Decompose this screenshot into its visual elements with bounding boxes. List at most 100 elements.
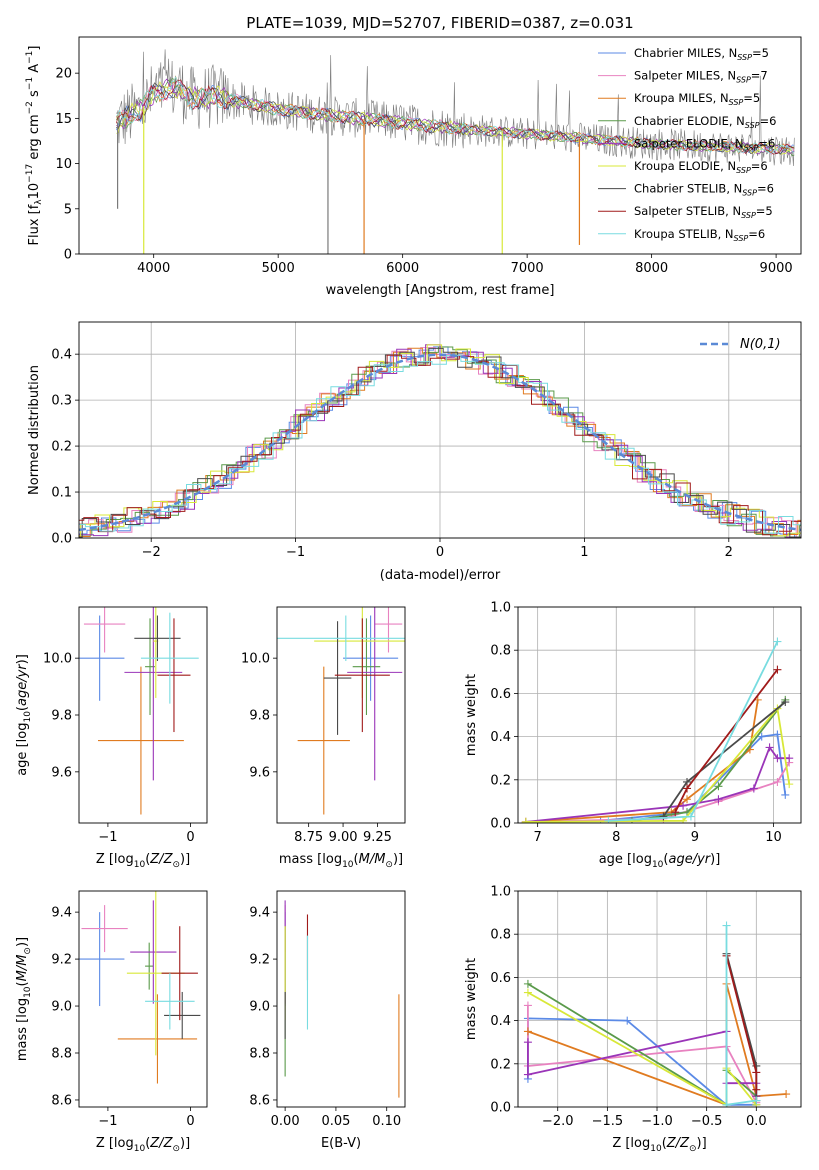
label-part: ]: [27, 46, 42, 51]
data-point-marker: [781, 790, 790, 799]
label-part: Z [log: [612, 1136, 650, 1151]
error-bar-point: [124, 607, 183, 781]
model-spectrum-line: [115, 80, 795, 155]
y-tick-label: 0.3: [51, 394, 72, 409]
error-bar-point: [79, 615, 125, 701]
error-bar-point: [157, 618, 191, 733]
data-point-marker: [714, 782, 723, 791]
y-tick-label: 0.8: [490, 928, 511, 943]
label-part: ⊙: [385, 860, 393, 870]
label-part: −1: [25, 77, 35, 90]
y-tick-label: 9.8: [249, 709, 270, 724]
legend-text-part: =6: [758, 136, 775, 150]
data-point-marker: [752, 1096, 761, 1105]
x-tick-label: −2: [142, 545, 161, 560]
y-tick-label: 0.4: [51, 348, 72, 363]
label-part: λ: [34, 199, 44, 205]
legend-text-part: SSP: [736, 166, 751, 175]
histogram-step-line: [79, 344, 801, 538]
y-axis-label: Flux [fλ10−17 erg cm−2 s−1 A−1]: [25, 46, 44, 246]
legend-entry: Salpeter ELODIE, NSSP=6: [598, 136, 775, 152]
label-part: mass [log: [279, 852, 342, 867]
y-tick-label: 9.0: [249, 1000, 270, 1015]
label-part: −1: [25, 51, 35, 64]
series-line: [527, 1005, 758, 1104]
data-point-marker: [523, 1070, 532, 1079]
label-part: )]: [180, 1136, 190, 1151]
y-tick-label: 8.8: [249, 1047, 270, 1062]
y-tick-label: 9.8: [51, 709, 72, 724]
y-tick-label: 0.6: [490, 971, 511, 986]
y-tick-label: 9.6: [51, 765, 72, 780]
data-point-marker: [773, 665, 782, 674]
x-tick-label: 9.25: [363, 830, 392, 845]
legend-text-part: SSP: [744, 143, 759, 152]
y-tick-label: 8.8: [51, 1047, 72, 1062]
series-lines: [523, 921, 791, 1107]
y-axis-label: mass [log10(M/M⊙)]: [15, 937, 33, 1061]
label-part: (: [663, 852, 668, 867]
label-part: erg cm: [27, 114, 42, 163]
panel-age_vs_mass: 8.75 9.00 9.25 9.6 9.8 10.0 mass [log10(M/M⊙)]: [241, 606, 406, 870]
x-axis-label: Z [log10(Z/Z⊙)]: [96, 1136, 190, 1154]
label-part: mass weight: [464, 958, 479, 1040]
x-tick-label: −2.0: [542, 1114, 574, 1129]
histogram-step-line: [79, 354, 801, 534]
axes-frame: [78, 36, 802, 255]
x-axis-label: mass [log10(M/M⊙)]: [279, 852, 403, 870]
legend-text-part: SSP: [741, 211, 756, 220]
legend-text-part: =6: [757, 182, 774, 196]
legend-text-part: Salpeter STELIB, N: [634, 204, 741, 218]
x-tick-label: 0.0: [746, 1114, 767, 1129]
x-tick-label: 0: [186, 830, 194, 845]
label-part: 10: [342, 860, 354, 870]
legend-text-part: =5: [743, 91, 760, 105]
x-tick-label: −1: [98, 1114, 117, 1129]
error-bar-point: [83, 607, 126, 653]
data-point-marker: [722, 921, 731, 930]
normal-curve: [79, 353, 801, 532]
y-tick-label: 0.0: [490, 1101, 511, 1116]
x-tick-label: 0.00: [271, 1114, 300, 1129]
data-spectrum-line: [116, 49, 795, 167]
legend-label: Salpeter STELIB, NSSP=5: [634, 204, 773, 220]
y-tick-label: 8.6: [51, 1093, 72, 1108]
y-tick-label: 0.6: [490, 687, 511, 702]
figure-title: PLATE=1039, MJD=52707, FIBERID=0387, z=0…: [246, 14, 633, 32]
label-part: 10: [134, 860, 146, 870]
x-tick-label: −0.5: [691, 1114, 723, 1129]
legend-entry: Salpeter STELIB, NSSP=5: [598, 204, 773, 220]
legend-label: Salpeter ELODIE, NSSP=6: [634, 136, 775, 152]
panel-mass_vs_EBV: 0.00 0.05 0.10 8.6 8.8 9.0 9.2 9.4 E(B-V): [249, 890, 406, 1151]
data-point-marker: [773, 754, 782, 763]
data-point-marker: [523, 1001, 532, 1010]
data-point-marker: [523, 1038, 532, 1047]
label-part: ⊙: [689, 1144, 697, 1154]
x-tick-label: 5000: [262, 261, 295, 276]
x-axis-label: Z [log10(Z/Z⊙)]: [96, 852, 190, 870]
error-bar-point: [297, 666, 350, 815]
histogram-lines: [79, 344, 801, 538]
x-tick-label: 0.05: [321, 1114, 350, 1129]
legend-text-part: =6: [760, 114, 777, 128]
axes-frame: [78, 321, 802, 539]
label-part: )]: [393, 852, 403, 867]
y-tick-label: 0.8: [490, 644, 511, 659]
label-part: (: [145, 1136, 150, 1151]
legend-text-part: Kroupa ELODIE, N: [634, 159, 736, 173]
x-tick-label: 7000: [511, 261, 544, 276]
error-bar-point: [79, 912, 125, 1007]
data-point-marker: [523, 988, 532, 997]
error-bar-point: [343, 615, 399, 701]
label-part: s: [27, 90, 42, 101]
legend-label: N(0,1): [740, 337, 781, 352]
x-tick-label: −1: [286, 545, 305, 560]
legend-text-part: SSP: [729, 98, 744, 107]
label-part: age [log: [15, 723, 30, 776]
data-point-marker: [782, 1090, 791, 1099]
legend-entry: Chabrier STELIB, NSSP=6: [598, 182, 774, 198]
label-part: 10: [23, 986, 33, 998]
label-part: Z/Z: [149, 1136, 173, 1151]
x-axis-label: Z [log10(Z/Z⊙)]: [612, 1136, 706, 1154]
